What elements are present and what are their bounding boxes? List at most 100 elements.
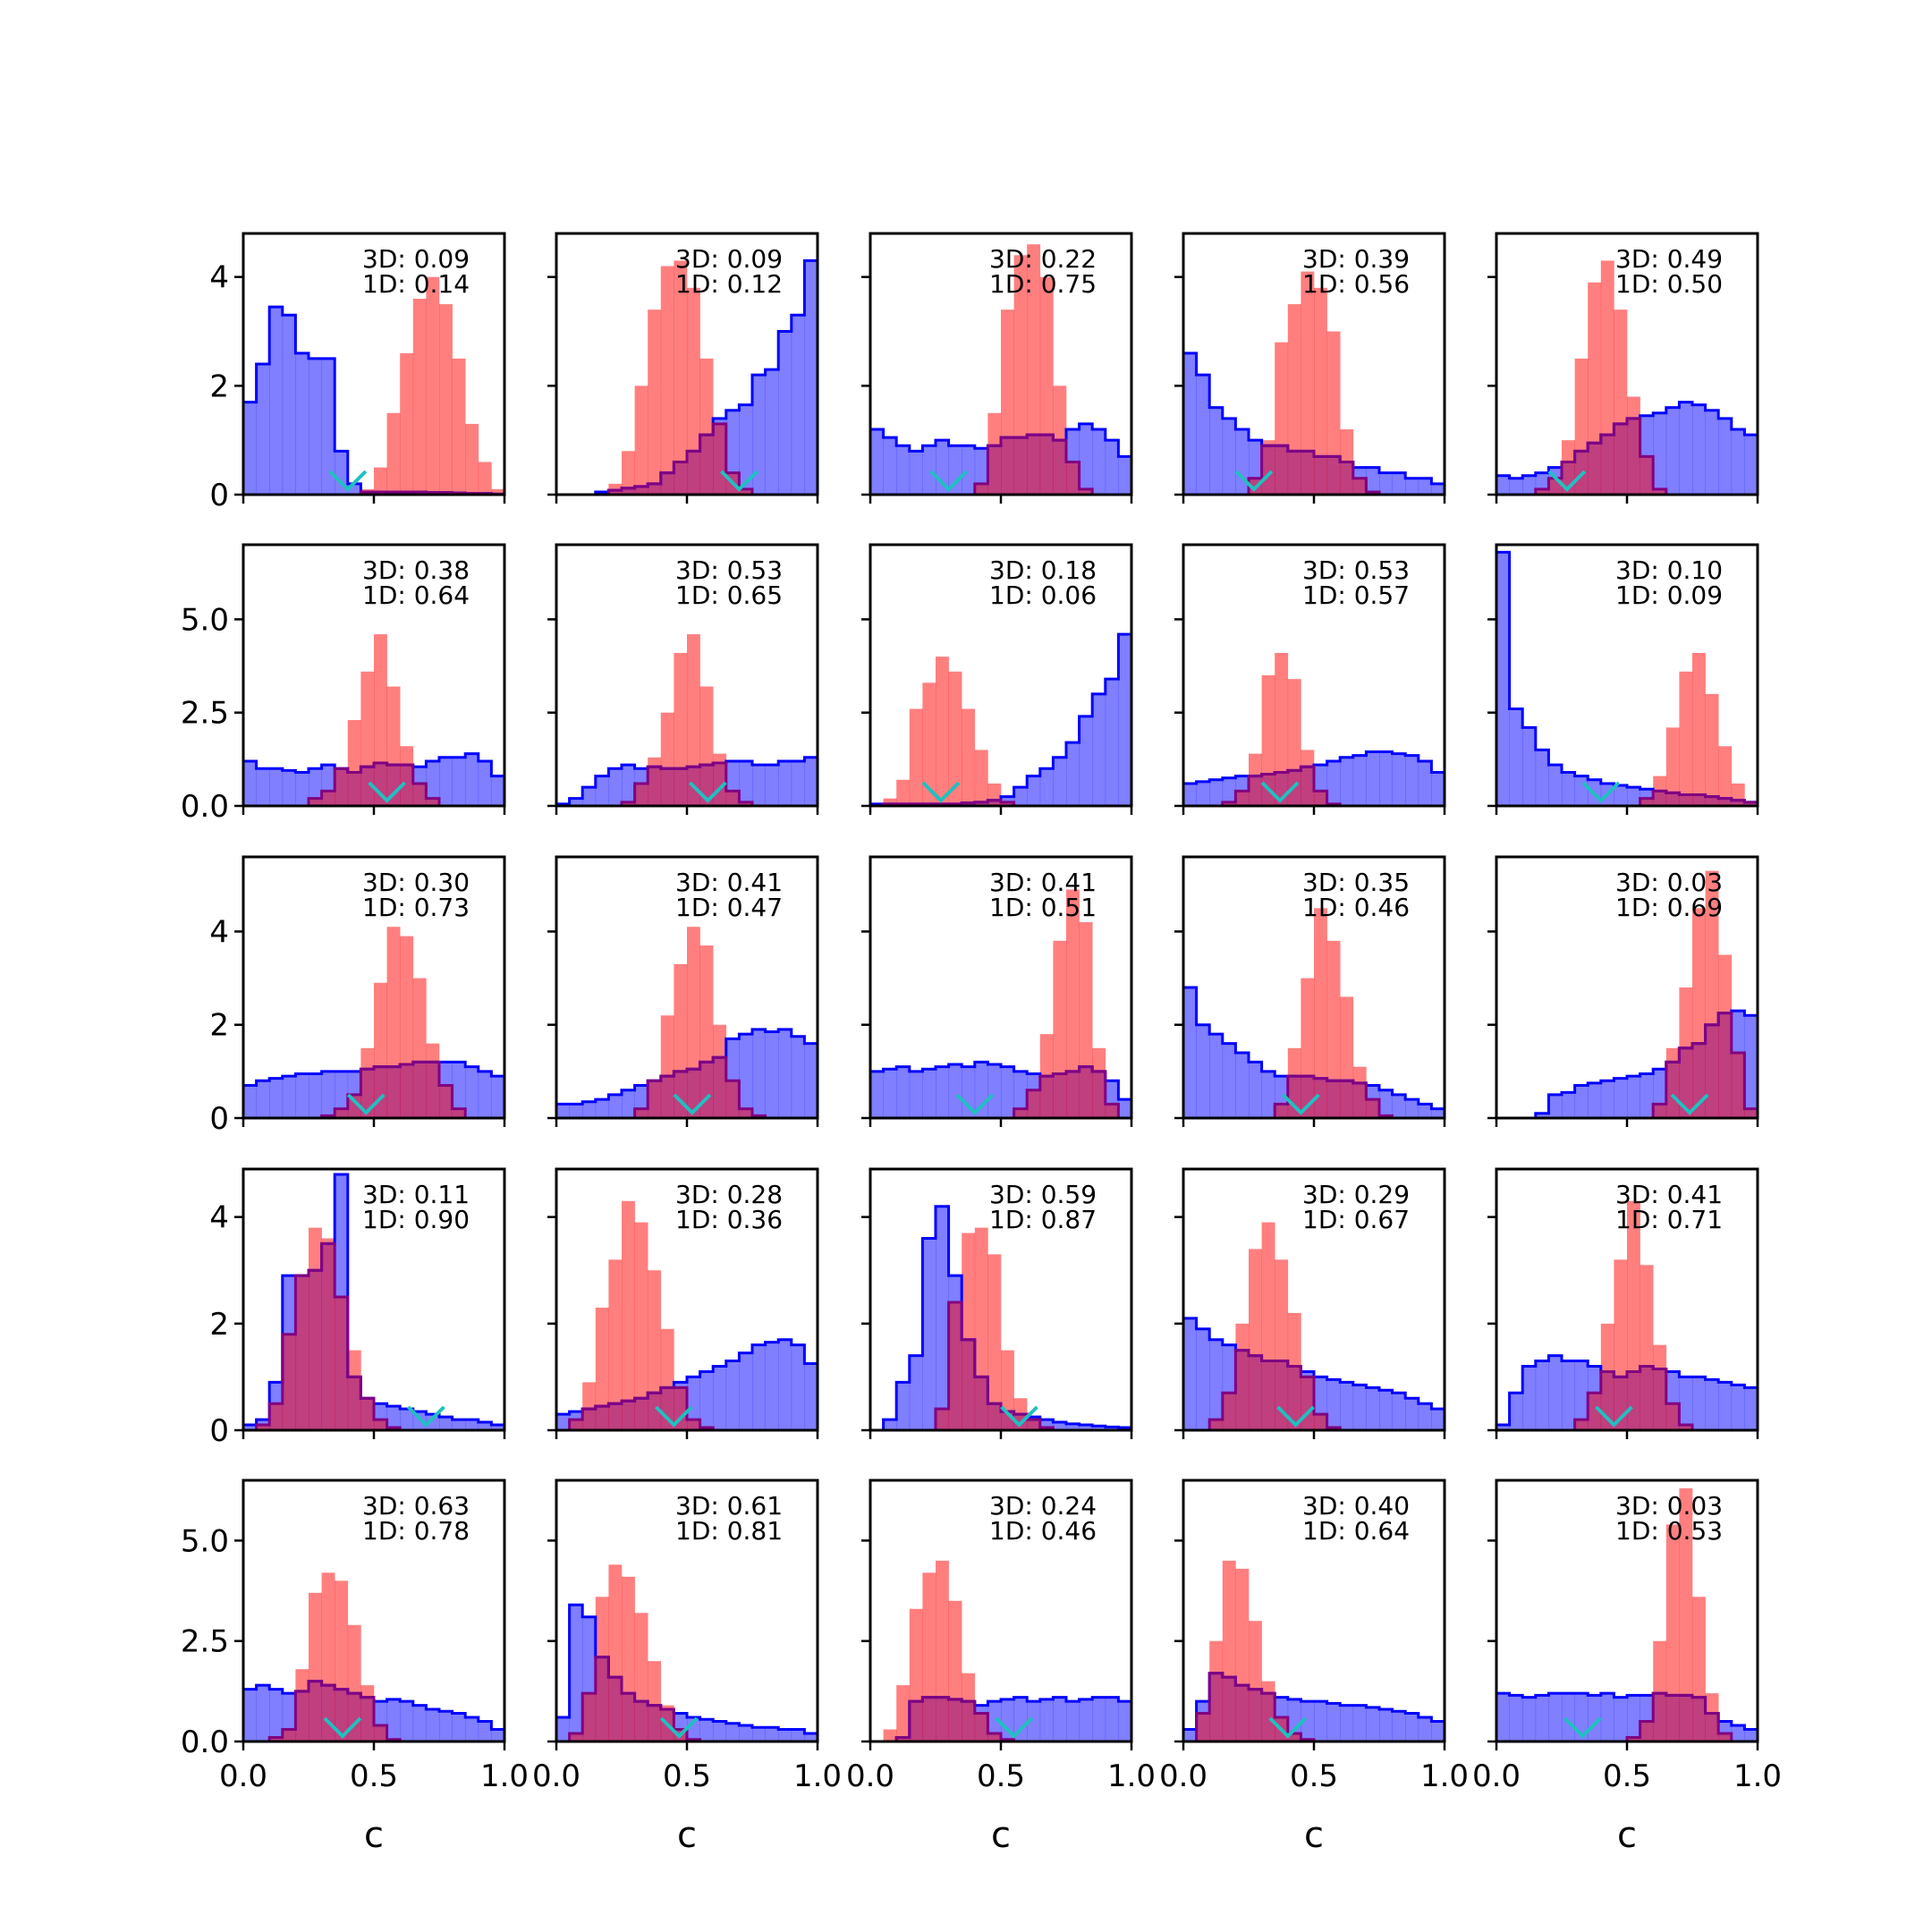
blue-bar bbox=[465, 1419, 479, 1430]
annotation-3d: 3D: 0.03 bbox=[1615, 1491, 1723, 1521]
red-bar bbox=[374, 1419, 387, 1430]
blue-bar bbox=[1235, 429, 1250, 495]
blue-bar bbox=[282, 1076, 296, 1118]
overlap-step-line bbox=[556, 422, 818, 496]
blue-bar bbox=[1222, 418, 1236, 495]
red-bar bbox=[452, 1108, 466, 1118]
red-bar bbox=[987, 1254, 1002, 1430]
red-bar bbox=[1235, 1568, 1250, 1741]
blue-bar bbox=[778, 1339, 792, 1430]
blue-bar bbox=[804, 757, 818, 806]
annotation-1d: 1D: 0.64 bbox=[1302, 1516, 1410, 1546]
blue-bar bbox=[282, 770, 296, 806]
annotation-1d: 1D: 0.73 bbox=[362, 893, 470, 922]
blue-bar bbox=[778, 1729, 792, 1741]
red-bar bbox=[335, 1297, 349, 1430]
blue-bar bbox=[1405, 1099, 1419, 1118]
blue-bar bbox=[1092, 429, 1106, 495]
blue-bar bbox=[1092, 1697, 1106, 1741]
marker-v bbox=[1670, 1093, 1709, 1115]
blue-bar bbox=[699, 1719, 714, 1741]
blue-bar bbox=[426, 1709, 440, 1741]
blue-bar bbox=[1509, 1695, 1523, 1741]
blue-bar bbox=[452, 1713, 466, 1741]
red-bar bbox=[687, 634, 700, 806]
blue-bar bbox=[595, 775, 609, 806]
blue-bar bbox=[1548, 1355, 1563, 1430]
blue-bar bbox=[582, 1101, 597, 1118]
red-bar bbox=[1013, 1108, 1028, 1118]
red-bar bbox=[1366, 491, 1380, 495]
blue-bar bbox=[870, 429, 884, 495]
red-bar bbox=[412, 978, 427, 1118]
red-bar bbox=[909, 1608, 923, 1741]
red-bar bbox=[400, 746, 414, 806]
red-bar bbox=[426, 276, 440, 495]
blue-bar bbox=[765, 1727, 779, 1741]
red-bar bbox=[360, 1398, 375, 1430]
red-bar bbox=[1665, 1524, 1680, 1741]
y-tick-label: 2 bbox=[209, 1307, 229, 1343]
red-bar bbox=[1574, 1419, 1589, 1430]
x-axis-label: c bbox=[1617, 1815, 1637, 1856]
red-bar bbox=[687, 287, 700, 495]
red-bar bbox=[1665, 727, 1680, 806]
blue-bar bbox=[1027, 775, 1041, 806]
blue-bar bbox=[791, 1344, 805, 1430]
annotation-1d: 1D: 0.67 bbox=[1302, 1205, 1410, 1234]
x-tick-label: 1.0 bbox=[1420, 1758, 1469, 1794]
annotation-3d: 3D: 0.49 bbox=[1615, 244, 1723, 274]
red-bar bbox=[1744, 801, 1758, 806]
y-tick-label: 4 bbox=[209, 260, 229, 296]
red-bar bbox=[1718, 1733, 1733, 1741]
red-bar bbox=[347, 1624, 361, 1741]
blue-bar bbox=[1574, 775, 1589, 806]
blue-bar bbox=[883, 437, 897, 495]
blue-bar bbox=[1379, 1089, 1393, 1118]
blue-bar bbox=[1326, 1703, 1341, 1741]
blue-bar bbox=[1340, 1382, 1354, 1430]
red-bar bbox=[1261, 1681, 1275, 1741]
y-tick-label: 0.0 bbox=[181, 789, 229, 825]
red-bar bbox=[321, 1572, 335, 1741]
annotation-1d: 1D: 0.14 bbox=[362, 269, 470, 299]
blue-bar bbox=[1496, 1425, 1510, 1430]
blue-bar bbox=[582, 787, 597, 806]
red-bar bbox=[1718, 954, 1733, 1118]
blue-bar bbox=[909, 1355, 923, 1430]
red-bar bbox=[936, 657, 949, 806]
blue-bar bbox=[1562, 1092, 1575, 1118]
annotation-3d: 3D: 0.09 bbox=[675, 244, 783, 274]
red-bar bbox=[622, 801, 635, 806]
blue-bar bbox=[1705, 410, 1719, 495]
annotation-3d: 3D: 0.18 bbox=[989, 555, 1097, 585]
red-bar bbox=[1079, 488, 1093, 495]
y-tick-label: 5.0 bbox=[181, 1523, 229, 1559]
red-bar bbox=[1653, 1344, 1667, 1430]
blue-bar bbox=[465, 1066, 479, 1118]
red-bar bbox=[282, 1334, 296, 1430]
blue-bar bbox=[1183, 987, 1197, 1118]
blue-bar bbox=[896, 1066, 911, 1118]
blue-bar bbox=[936, 1206, 949, 1430]
red-bar bbox=[1366, 1099, 1380, 1118]
blue-bar bbox=[556, 1717, 570, 1741]
blue-bar bbox=[1013, 1071, 1028, 1118]
blue-bar bbox=[1379, 751, 1393, 806]
red-bar bbox=[974, 483, 988, 495]
red-bar bbox=[1209, 1640, 1224, 1741]
x-tick-label: 1.0 bbox=[793, 1758, 842, 1794]
annotation-3d: 3D: 0.03 bbox=[1615, 868, 1723, 897]
blue-bar bbox=[778, 1029, 792, 1118]
blue-bar bbox=[1366, 467, 1380, 495]
red-bar bbox=[713, 753, 727, 806]
marker-v bbox=[955, 1093, 995, 1115]
annotation-3d: 3D: 0.53 bbox=[1302, 555, 1410, 585]
red-bar bbox=[962, 708, 976, 806]
y-tick-label: 5.0 bbox=[181, 602, 229, 638]
blue-bar bbox=[1039, 1419, 1054, 1430]
annotation-3d: 3D: 0.10 bbox=[1615, 555, 1723, 585]
blue-bar bbox=[1535, 750, 1549, 806]
